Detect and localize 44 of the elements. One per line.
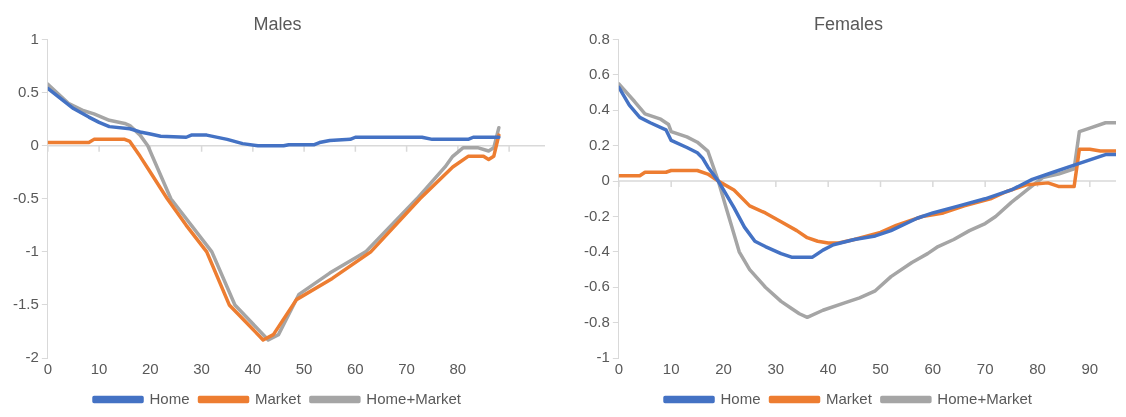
x-tick-label: 0: [614, 360, 624, 378]
x-tick-label: 0: [43, 360, 53, 378]
y-tick-label: -1: [25, 242, 39, 260]
legend-label: Home: [720, 389, 761, 407]
y-tick-label: -1: [596, 348, 610, 366]
y-tick-label: -0.4: [583, 242, 610, 260]
y-tick-label: 0.2: [588, 135, 610, 153]
x-tick-label: 70: [976, 360, 994, 378]
chart-title: Females: [813, 13, 884, 34]
x-tick-label: 40: [819, 360, 837, 378]
y-tick-label: 0.6: [588, 65, 610, 83]
y-tick-label: 0.8: [588, 29, 610, 47]
x-tick-label: 20: [715, 360, 732, 378]
y-tick-label: 0: [30, 135, 39, 153]
y-tick-label: 1: [30, 29, 39, 47]
x-tick-label: 10: [662, 360, 680, 378]
y-tick-label: -0.2: [583, 206, 610, 224]
x-tick-label: 10: [90, 360, 108, 378]
y-tick-label: -0.5: [12, 188, 39, 206]
legend-label: Home: [149, 389, 190, 407]
legend-label: Home+Market: [937, 389, 1033, 407]
x-tick-label: 30: [193, 360, 210, 378]
x-tick-label: 50: [295, 360, 313, 378]
x-tick-label: 50: [872, 360, 889, 378]
y-tick-label: -1.5: [12, 295, 39, 313]
y-tick-label: -2: [25, 348, 39, 366]
y-tick-label: 0.5: [17, 82, 39, 100]
legend-label: Home+Market: [366, 389, 462, 407]
x-tick-label: 80: [449, 360, 467, 378]
x-tick-label: 70: [398, 360, 415, 378]
y-tick-label: 0: [601, 171, 610, 189]
legend-label: Market: [255, 389, 302, 407]
x-tick-label: 80: [1029, 360, 1046, 378]
y-tick-label: -0.8: [583, 312, 610, 330]
x-tick-label: 40: [244, 360, 262, 378]
x-tick-label: 30: [767, 360, 785, 378]
legend-label: Market: [826, 389, 873, 407]
y-tick-label: 0.4: [588, 100, 610, 118]
x-tick-label: 60: [924, 360, 942, 378]
x-tick-label: 60: [347, 360, 364, 378]
y-tick-label: -0.6: [583, 277, 610, 295]
chart-title: Males: [253, 13, 302, 34]
x-tick-label: 90: [1081, 360, 1099, 378]
x-tick-label: 20: [142, 360, 159, 378]
